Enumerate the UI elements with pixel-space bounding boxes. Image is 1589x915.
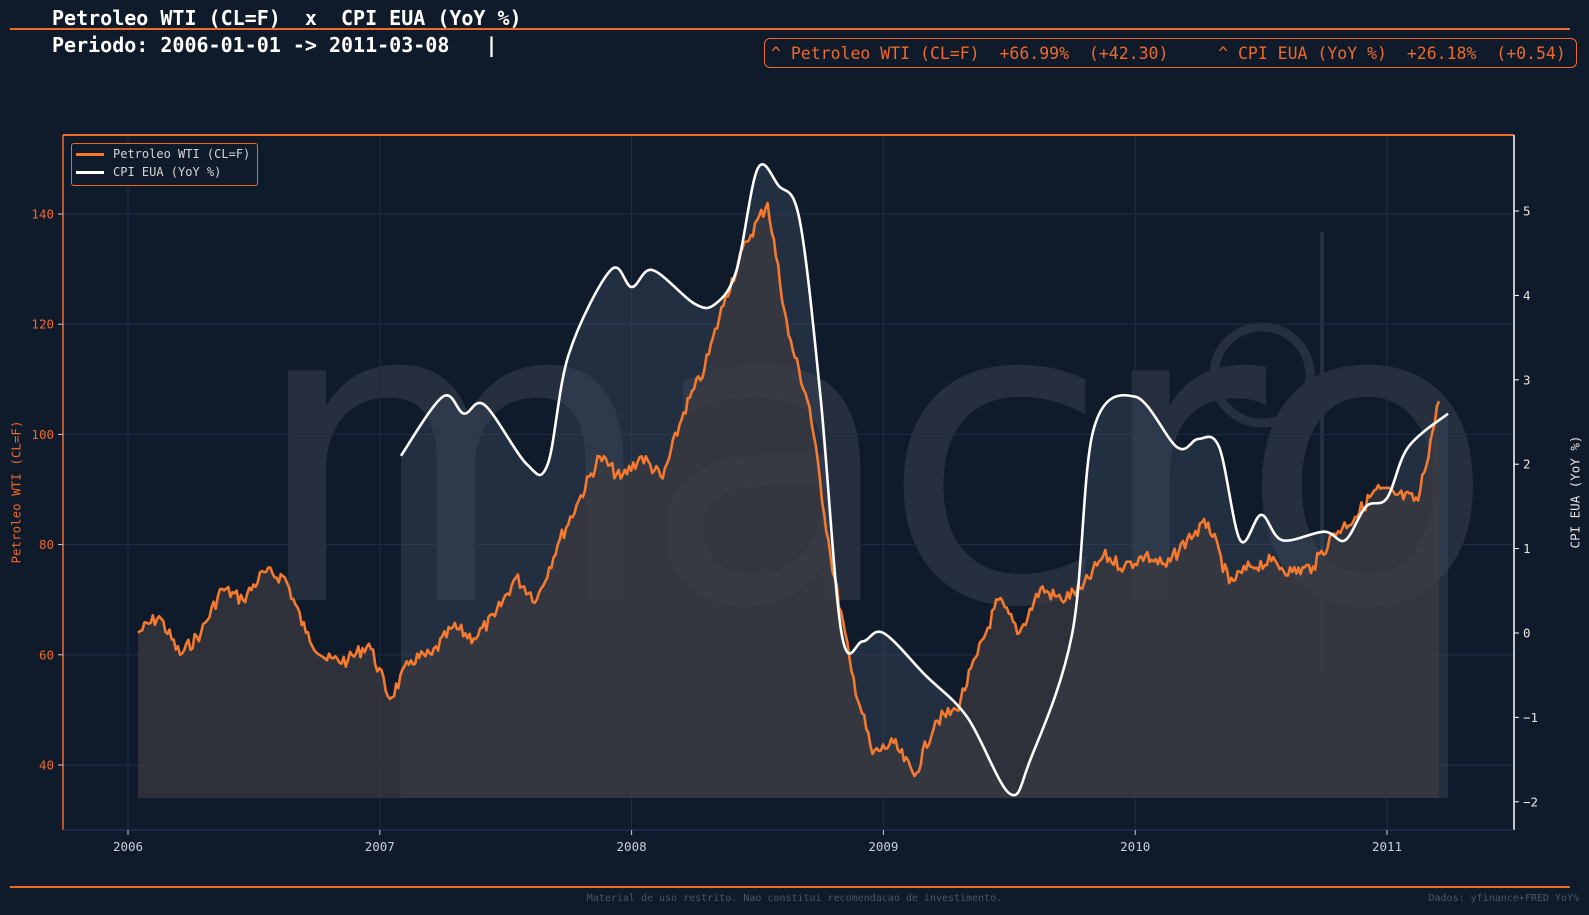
svg-text:0: 0	[1523, 626, 1531, 641]
svg-text:−1: −1	[1523, 710, 1538, 725]
oil-price-line	[137, 201, 1441, 778]
oil-stat-label: ^ Petroleo WTI (CL=F)	[771, 43, 980, 63]
svg-text:2011: 2011	[1372, 839, 1402, 854]
svg-text:2009: 2009	[868, 839, 898, 854]
svg-text:60: 60	[39, 647, 54, 662]
svg-text:5: 5	[1523, 204, 1531, 219]
svg-text:2: 2	[1523, 457, 1531, 472]
oil-stat-pct: +66.99%	[999, 43, 1070, 63]
left-axis-label: Petroleo WTI (CL=F)	[8, 420, 24, 564]
svg-text:1: 1	[1523, 541, 1531, 556]
legend-item-cpi: CPI EUA (YoY %)	[76, 165, 221, 179]
svg-text:3: 3	[1523, 372, 1531, 387]
svg-text:−2: −2	[1523, 794, 1538, 809]
bottom-divider	[10, 886, 1570, 888]
legend-label-oil: Petroleo WTI (CL=F)	[113, 147, 251, 161]
cpi-stat-abs: (+0.54)	[1496, 43, 1566, 63]
oil-area-fill	[138, 203, 1440, 798]
svg-text:80: 80	[39, 537, 54, 552]
svg-text:2010: 2010	[1120, 839, 1150, 854]
svg-text:100: 100	[31, 427, 54, 442]
svg-text:40: 40	[39, 758, 54, 773]
right-axis-label: CPI EUA (YoY %)	[1567, 435, 1583, 549]
period-label: Periodo: 2006-01-01 -> 2011-03-08 |	[52, 33, 498, 57]
svg-text:4: 4	[1523, 288, 1531, 303]
cpi-stat-pct: +26.18%	[1406, 43, 1477, 63]
oil-stat-abs: (+42.30)	[1088, 43, 1169, 63]
chart-title: Petroleo WTI (CL=F) x CPI EUA (YoY %)	[52, 6, 522, 30]
legend-item-oil: Petroleo WTI (CL=F)	[76, 147, 250, 161]
svg-text:2007: 2007	[365, 839, 395, 854]
svg-text:120: 120	[31, 317, 54, 332]
cpi-yoy-line	[399, 162, 1449, 797]
svg-text:2008: 2008	[617, 839, 647, 854]
svg-text:2006: 2006	[113, 839, 143, 854]
axis-ticks: 2006 2007 2008 2009 2010 2011406080100120140−…	[31, 204, 1538, 855]
top-divider	[10, 28, 1570, 30]
cpi-stat-label: ^ CPI EUA (YoY %)	[1218, 43, 1387, 63]
legend-swatch-oil	[76, 152, 104, 156]
legend-label-cpi: CPI EUA (YoY %)	[113, 165, 222, 179]
disclaimer-text: Material de uso restrito. Nao constitui …	[586, 893, 1003, 904]
svg-text:140: 140	[31, 207, 54, 222]
data-source-text: Dados: yfinance+FRED YoY%	[1428, 893, 1579, 904]
chart-legend: Petroleo WTI (CL=F) CPI EUA (YoY %)	[71, 143, 258, 186]
legend-swatch-cpi	[76, 170, 104, 174]
performance-summary-box: ^ Petroleo WTI (CL=F) +66.99% (+42.30) ^…	[764, 38, 1577, 68]
